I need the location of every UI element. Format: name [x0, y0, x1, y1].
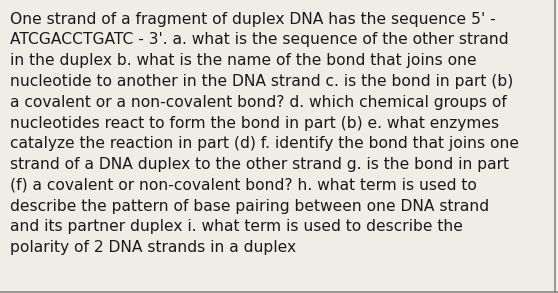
Text: One strand of a fragment of duplex DNA has the sequence 5' -
ATCGACCTGATC - 3'. : One strand of a fragment of duplex DNA h…	[10, 12, 519, 255]
